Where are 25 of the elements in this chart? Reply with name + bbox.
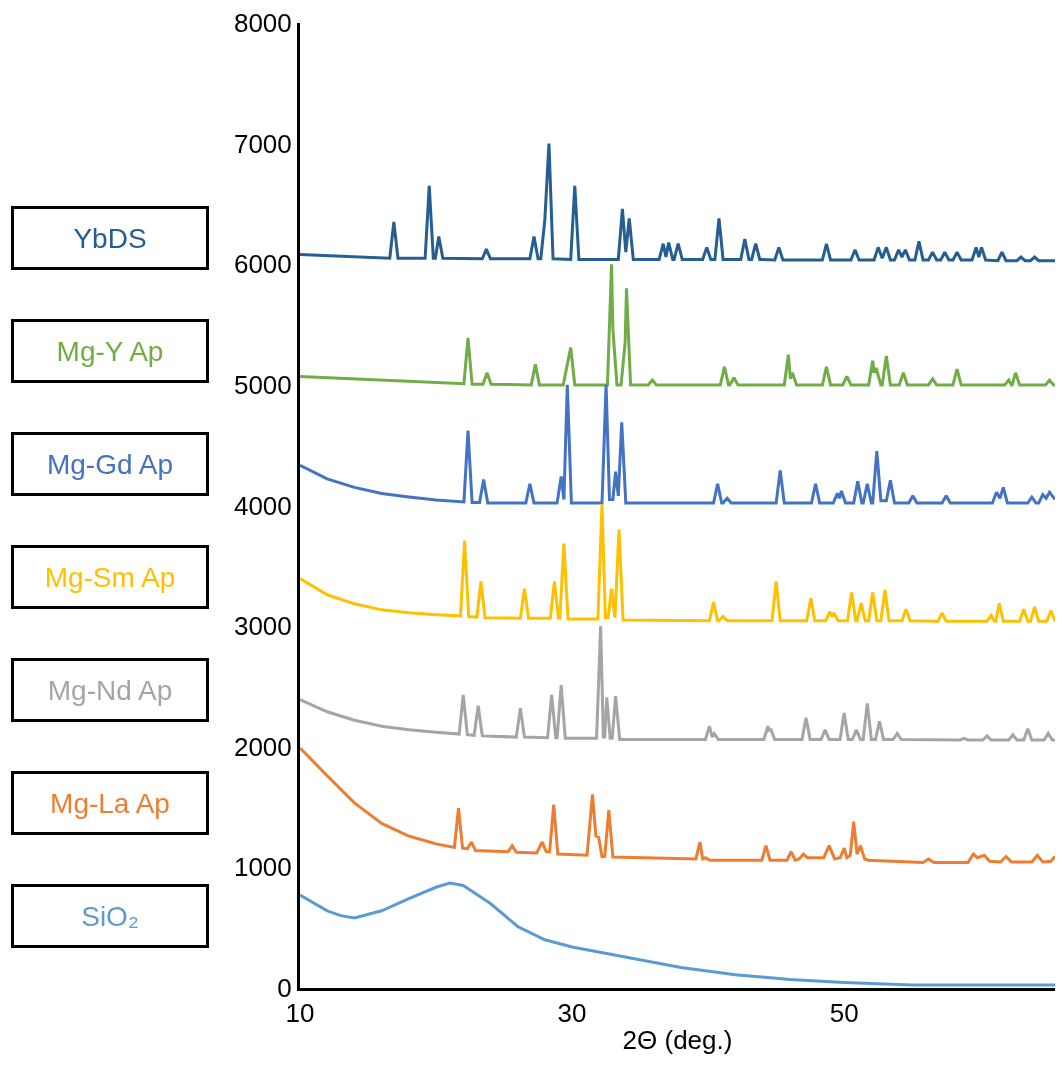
line-series — [300, 881, 1055, 987]
x-tick-label: 30 — [557, 998, 587, 1029]
y-tick-label: 7000 — [233, 128, 292, 159]
line-series — [300, 262, 1055, 387]
x-tick-label: 50 — [829, 998, 859, 1029]
y-tick-label: 6000 — [233, 249, 292, 280]
line-series — [300, 746, 1055, 865]
line-series — [300, 383, 1055, 505]
y-tick-label: 3000 — [233, 611, 292, 642]
y-tick-label: 8000 — [233, 8, 292, 39]
text: Mg-Sm Ap — [44, 561, 176, 593]
text: Mg-La Ap — [50, 787, 170, 819]
line-series — [300, 624, 1055, 742]
text: SiO₂ — [81, 900, 139, 932]
line-series — [300, 502, 1055, 623]
x-axis-title: 2Θ (deg.) — [622, 1024, 733, 1055]
line-series — [300, 142, 1055, 263]
y-tick-label: 5000 — [233, 369, 292, 400]
y-tick-label: 1000 — [233, 852, 292, 883]
text: Mg-Y Ap — [56, 335, 164, 367]
text: Mg-Gd Ap — [46, 448, 174, 480]
text: YbDS — [73, 222, 147, 254]
y-tick-label: 2000 — [233, 731, 292, 762]
y-tick-label: 4000 — [233, 490, 292, 521]
text: Mg-Nd Ap — [47, 674, 173, 706]
